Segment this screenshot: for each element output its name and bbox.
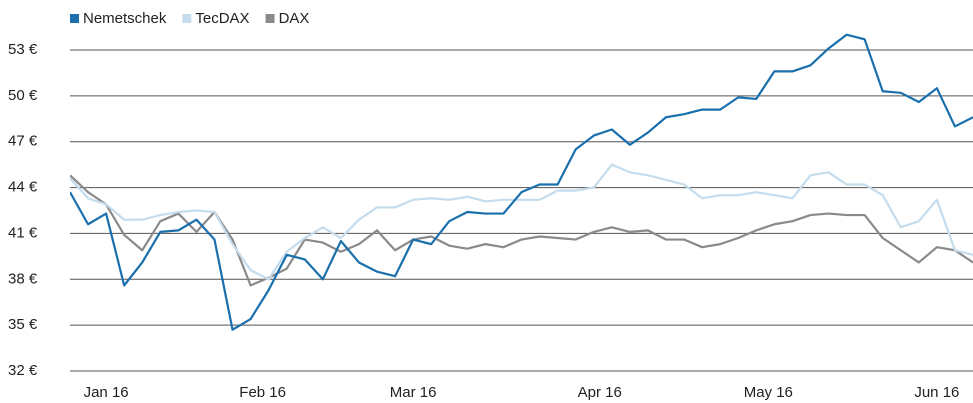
x-tick-label: May 16: [744, 384, 793, 401]
x-tick-label: Mar 16: [390, 384, 437, 401]
y-tick-label: 44 €: [8, 179, 38, 196]
y-tick-label: 38 €: [8, 270, 38, 287]
x-tick-label: Feb 16: [239, 384, 286, 401]
y-tick-label: 32 €: [8, 362, 38, 379]
series-line: [70, 163, 973, 281]
legend-label: TecDAX: [195, 10, 249, 27]
y-tick-label: 35 €: [8, 316, 38, 333]
y-tick-label: 41 €: [8, 224, 38, 241]
legend-swatch: [70, 14, 79, 23]
x-tick-label: Jan 16: [84, 384, 129, 401]
legend-swatch: [182, 14, 192, 23]
series-line: [70, 33, 973, 331]
legend-label: DAX: [279, 10, 310, 27]
legend-label: Nemetschek: [83, 10, 167, 27]
y-tick-label: 47 €: [8, 133, 38, 150]
legend-swatch: [265, 14, 275, 23]
x-tick-label: Apr 16: [578, 384, 622, 401]
plot-area: [70, 33, 973, 331]
y-tick-label: 50 €: [8, 87, 38, 104]
y-tick-label: 53 €: [8, 41, 38, 58]
x-tick-label: Jun 16: [914, 384, 959, 401]
